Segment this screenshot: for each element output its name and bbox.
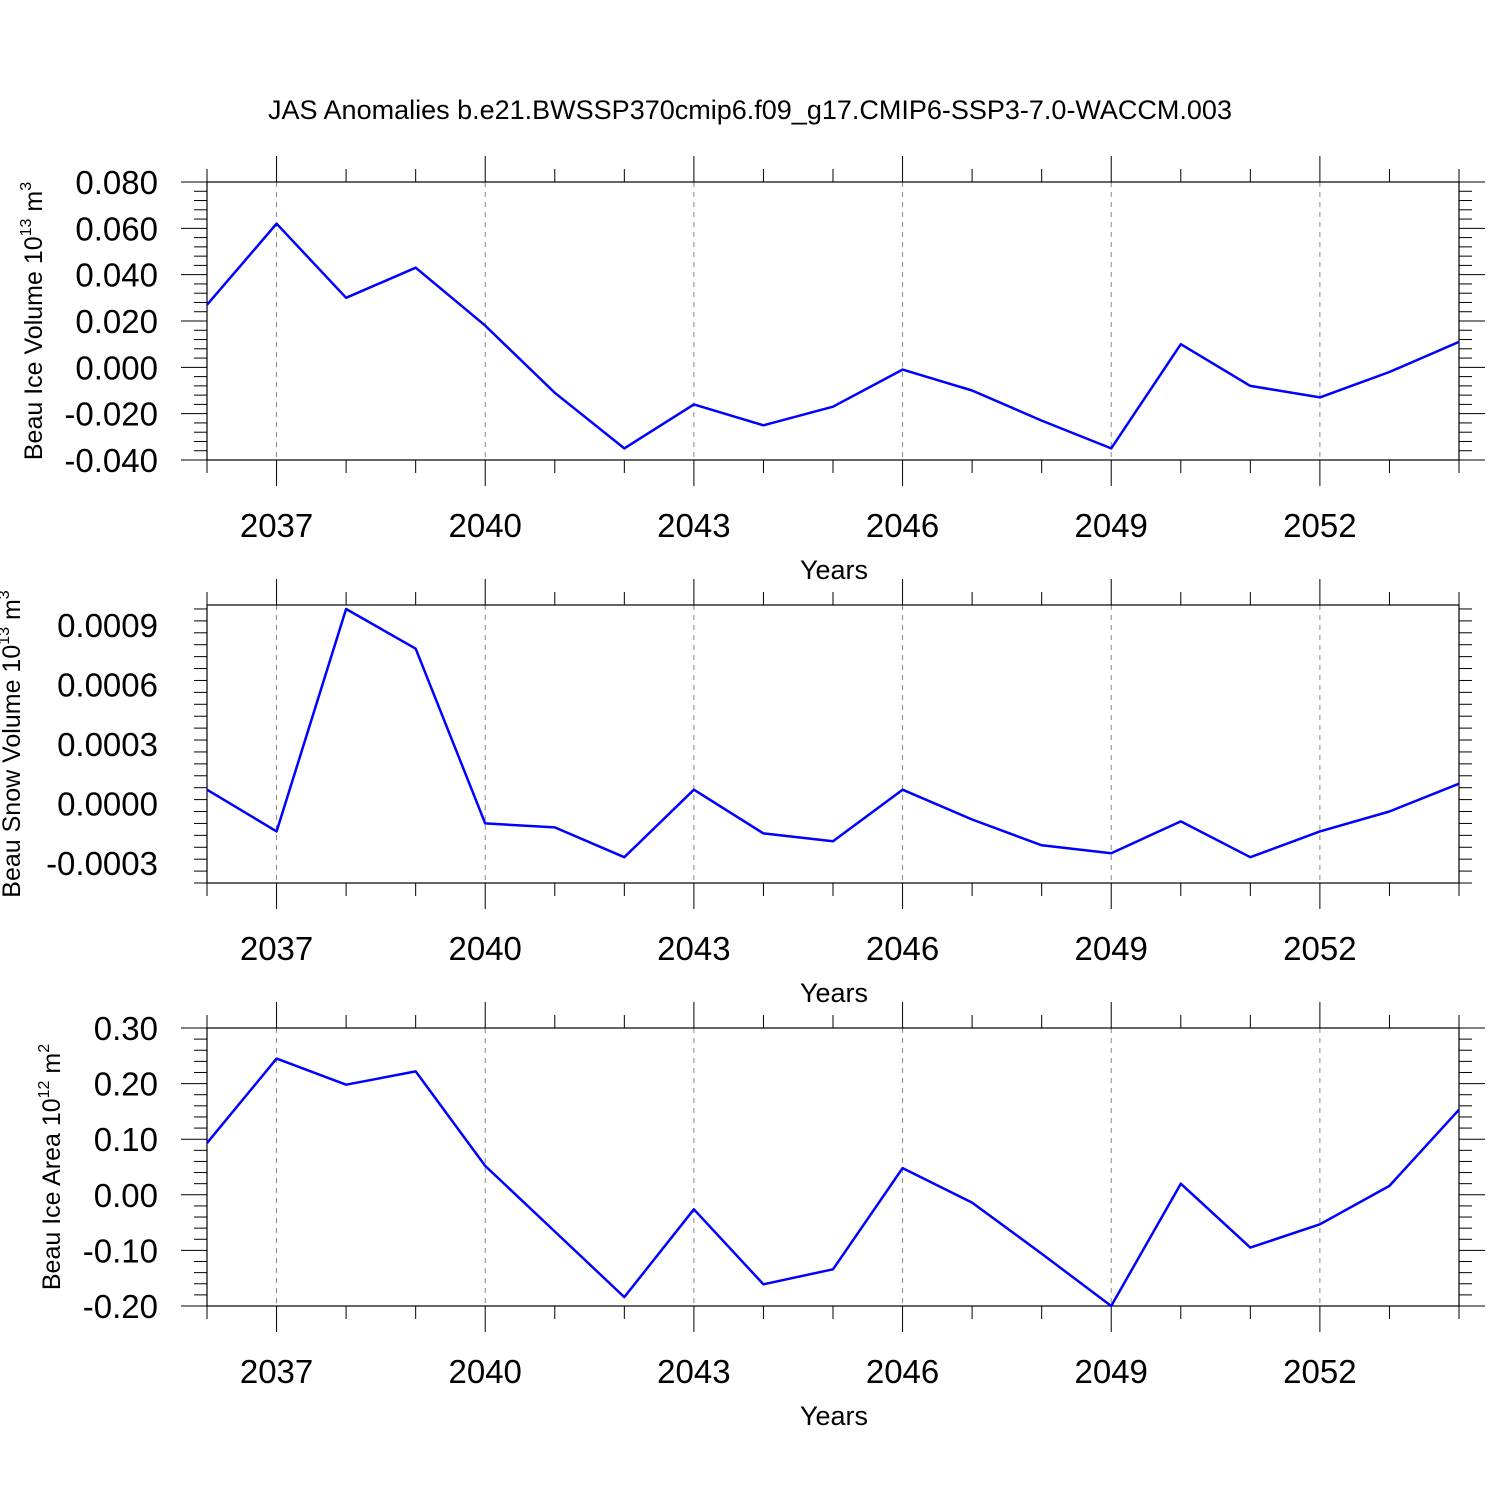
chart-panel-3: -0.20 -0.10 0.00 0.10 0.20 0.30 2037 2040 2043 20… (36, 1002, 1485, 1431)
series-line (206, 607, 1460, 859)
series-line (206, 1057, 1460, 1308)
x-axis-label: Years (800, 1401, 868, 1431)
x-tick-label: 2043 (657, 930, 730, 967)
y-tick-label: 0.0006 (57, 666, 158, 703)
y-tick-label: 0.0003 (57, 726, 158, 763)
x-tick-label: 2040 (449, 1353, 522, 1390)
x-tick-label: 2043 (657, 507, 730, 544)
x-tick-label: 2037 (240, 930, 313, 967)
x-tick-label: 2052 (1283, 1353, 1356, 1390)
y-tick-label: 0.30 (94, 1010, 158, 1047)
y-axis-label: Beau Ice Area 1012 m2 (36, 1044, 66, 1290)
x-tick-label: 2049 (1075, 930, 1148, 967)
y-tick-label: 0.20 (94, 1066, 158, 1103)
x-tick-label: 2049 (1075, 507, 1148, 544)
y-tick-label: -0.020 (64, 396, 158, 433)
x-tick-label: 2052 (1283, 507, 1356, 544)
x-tick-label: 2049 (1075, 1353, 1148, 1390)
y-tick-label: -0.10 (83, 1232, 158, 1269)
x-tick-label: 2046 (866, 930, 939, 967)
plot-frame (206, 181, 1460, 461)
y-tick-label: 0.00 (94, 1177, 158, 1214)
y-tick-label: 0.10 (94, 1121, 158, 1158)
x-tick-label: 2040 (449, 930, 522, 967)
x-tick-label: 2037 (240, 507, 313, 544)
x-tick-label: 2043 (657, 1353, 730, 1390)
chart-panel-2: -0.0003 0.0000 0.0003 0.0006 0.0009 2037 2040 2… (0, 579, 1472, 1008)
x-tick-label: 2046 (866, 1353, 939, 1390)
y-tick-label: 0.0000 (57, 786, 158, 823)
x-tick-label: 2046 (866, 507, 939, 544)
plot-frame (206, 1027, 1460, 1307)
y-tick-label: -0.0003 (46, 845, 158, 882)
y-tick-label: 0.060 (75, 210, 158, 247)
x-axis-label: Years (800, 978, 868, 1008)
y-tick-label: 0.080 (75, 164, 158, 201)
y-tick-label: -0.20 (83, 1288, 158, 1325)
figure-title: JAS Anomalies b.e21.BWSSP370cmip6.f09_g1… (268, 95, 1232, 125)
y-tick-label: 0.0009 (57, 607, 158, 644)
y-tick-label: 0.020 (75, 303, 158, 340)
x-tick-label: 2040 (449, 507, 522, 544)
series-line (206, 222, 1460, 450)
y-tick-label: -0.040 (64, 442, 158, 479)
y-axis-label: Beau Snow Volume 1013 m3 (0, 590, 26, 898)
x-tick-label: 2052 (1283, 930, 1356, 967)
y-tick-label: 0.040 (75, 257, 158, 294)
chart-panel-1: -0.040 -0.020 0.000 0.020 0.040 0.060 0.080 203… (18, 156, 1485, 585)
y-axis-label: Beau Ice Volume 1013 m3 (18, 182, 48, 460)
y-tick-label: 0.000 (75, 349, 158, 386)
x-tick-label: 2037 (240, 1353, 313, 1390)
x-axis-label: Years (800, 555, 868, 585)
